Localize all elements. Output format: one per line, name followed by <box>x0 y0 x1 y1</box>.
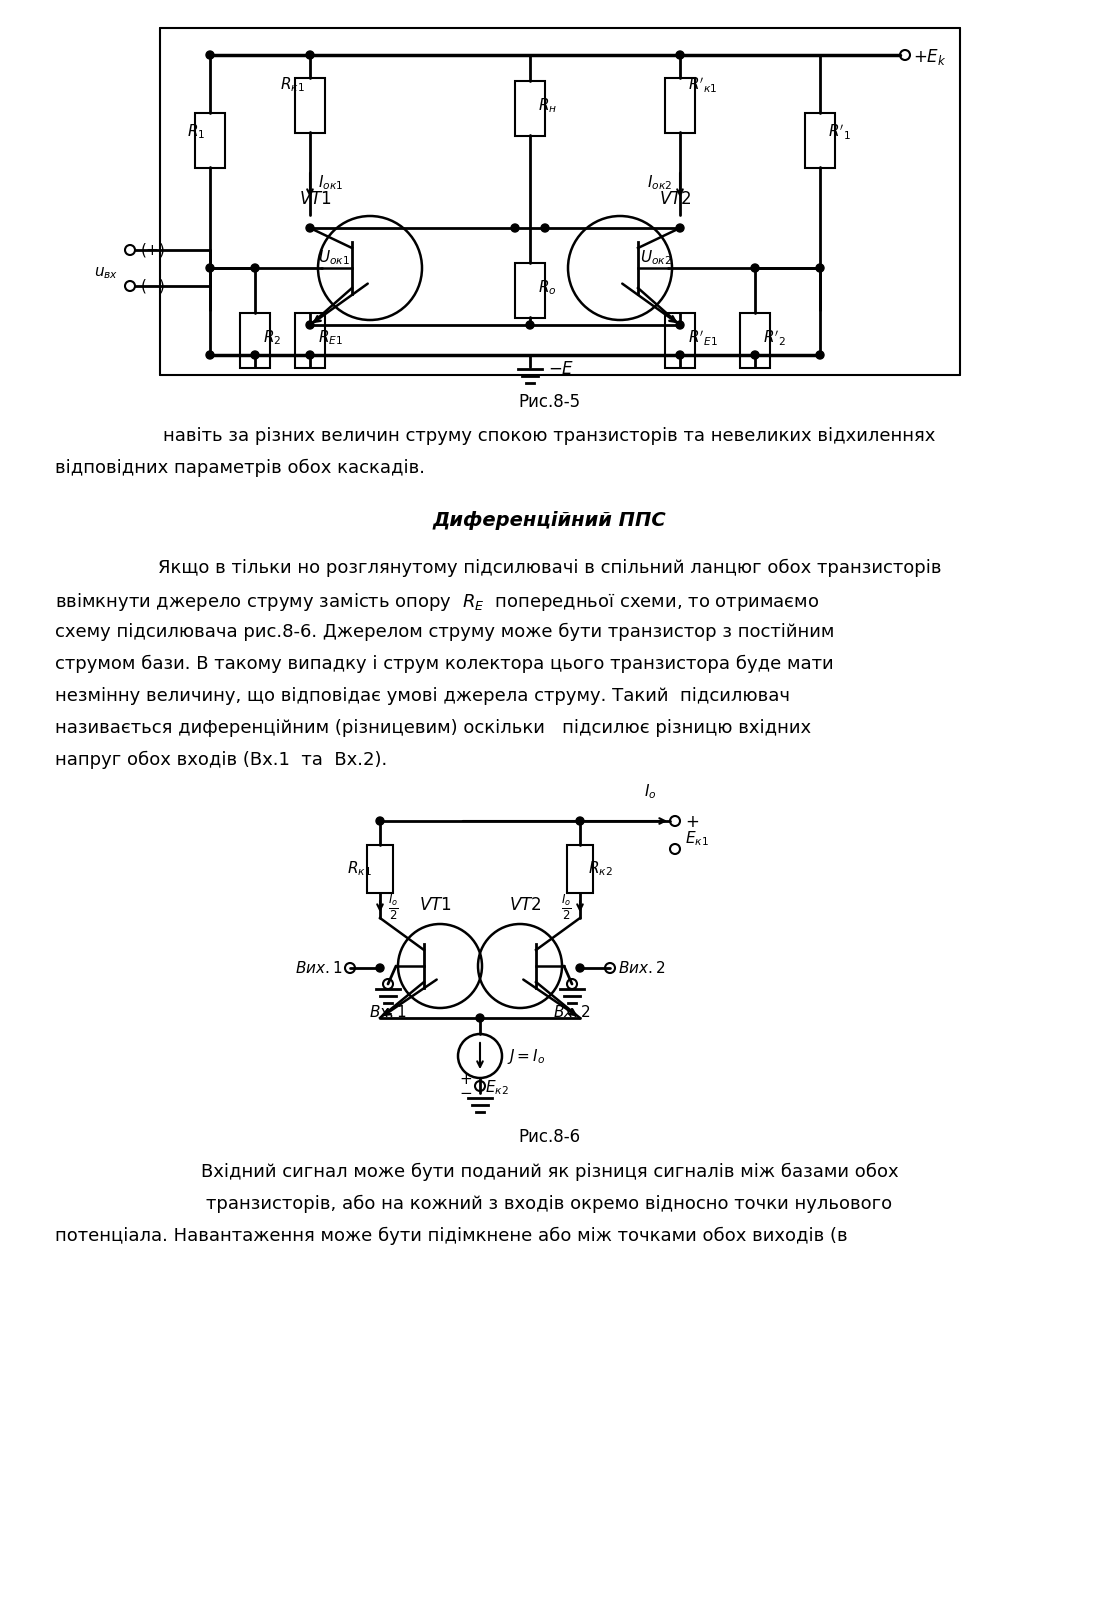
Text: навіть за різних величин струму спокою транзисторів та невеликих відхиленнях: навіть за різних величин струму спокою т… <box>164 426 935 446</box>
Text: $R_o$: $R_o$ <box>539 278 556 297</box>
Text: $-E$: $-E$ <box>548 359 575 378</box>
Circle shape <box>676 351 684 359</box>
Text: Диференційний ППС: Диференційний ППС <box>433 511 666 530</box>
Text: напруг обох входів (Вх.1  та  Вх.2).: напруг обох входів (Вх.1 та Вх.2). <box>55 751 387 770</box>
Circle shape <box>676 321 684 329</box>
Circle shape <box>676 51 684 59</box>
Circle shape <box>206 264 214 271</box>
Bar <box>240 313 270 367</box>
Circle shape <box>751 264 759 271</box>
Circle shape <box>206 351 214 359</box>
Circle shape <box>251 351 259 359</box>
Text: $R'_1$: $R'_1$ <box>828 123 851 142</box>
Text: $+$: $+$ <box>685 813 699 830</box>
Text: $E_{к1}$: $E_{к1}$ <box>685 829 709 848</box>
Circle shape <box>676 224 684 232</box>
Text: $u_{вх}$: $u_{вх}$ <box>93 265 118 281</box>
Text: $R_1$: $R_1$ <box>187 123 206 142</box>
Text: $R'_{E1}$: $R'_{E1}$ <box>688 329 718 348</box>
Text: Рис.8-6: Рис.8-6 <box>519 1127 580 1147</box>
Text: $J = I_o$: $J = I_o$ <box>507 1046 545 1065</box>
Text: відповідних параметрів обох каскадів.: відповідних параметрів обох каскадів. <box>55 458 425 478</box>
Bar <box>567 845 593 893</box>
Bar <box>515 80 545 136</box>
Circle shape <box>476 1014 484 1022</box>
Text: Вхідний сигнал може бути поданий як різниця сигналів між базами обох: Вхідний сигнал може бути поданий як різн… <box>201 1163 898 1182</box>
Bar <box>740 313 770 367</box>
Text: $+E_k$: $+E_k$ <box>913 46 946 67</box>
Text: $\frac{I_o}{2}$: $\frac{I_o}{2}$ <box>388 893 399 921</box>
Text: $R'_2$: $R'_2$ <box>763 329 786 348</box>
Text: $U_{ок1}$: $U_{ок1}$ <box>318 249 349 267</box>
Text: $(+)$: $(+)$ <box>140 241 165 259</box>
Circle shape <box>306 51 314 59</box>
Circle shape <box>376 818 384 826</box>
Circle shape <box>576 818 584 826</box>
Circle shape <box>815 264 824 271</box>
Circle shape <box>376 965 384 973</box>
Circle shape <box>815 351 824 359</box>
Text: потенціала. Навантаження може бути підімкнене або між точками обох виходів (в: потенціала. Навантаження може бути підім… <box>55 1226 847 1246</box>
Bar <box>295 78 325 133</box>
Text: $R_2$: $R_2$ <box>263 329 281 348</box>
Text: незмінну величину, що відповідає умові джерела струму. Такий  підсилювач: незмінну величину, що відповідає умові д… <box>55 687 790 704</box>
Text: $I_{ок1}$: $I_{ок1}$ <box>318 174 343 192</box>
Text: Якщо в тільки но розглянутому підсилювачі в спільний ланцюг обох транзисторів: Якщо в тільки но розглянутому підсилювач… <box>158 559 941 577</box>
Text: $Вих.1$: $Вих.1$ <box>295 960 342 976</box>
Text: $I_o$: $I_o$ <box>644 783 656 802</box>
Text: $Вх.2$: $Вх.2$ <box>553 1005 591 1020</box>
Text: $VT2$: $VT2$ <box>509 896 542 913</box>
Text: $R_{к1}$: $R_{к1}$ <box>280 75 306 94</box>
Text: $VT1$: $VT1$ <box>299 190 331 208</box>
Circle shape <box>526 321 534 329</box>
Text: $I_{ок2}$: $I_{ок2}$ <box>647 174 671 192</box>
Text: $E_{к2}$: $E_{к2}$ <box>485 1078 509 1097</box>
Bar <box>804 112 835 168</box>
Circle shape <box>306 351 314 359</box>
Bar <box>665 78 695 133</box>
Text: $VT2$: $VT2$ <box>658 190 691 208</box>
Bar <box>195 112 225 168</box>
Circle shape <box>206 51 214 59</box>
Text: Рис.8-5: Рис.8-5 <box>519 393 580 410</box>
Text: $R_н$: $R_н$ <box>539 97 557 115</box>
Text: $(-)$: $(-)$ <box>140 276 165 295</box>
Text: $-$: $-$ <box>459 1084 471 1099</box>
Text: $\frac{I_o}{2}$: $\frac{I_o}{2}$ <box>562 893 571 921</box>
Circle shape <box>751 351 759 359</box>
Circle shape <box>306 321 314 329</box>
Text: $R_{к2}$: $R_{к2}$ <box>588 859 613 878</box>
Text: транзисторів, або на кожний з входів окремо відносно точки нульового: транзисторів, або на кожний з входів окр… <box>207 1195 892 1214</box>
Bar <box>665 313 695 367</box>
Text: $Вих.2$: $Вих.2$ <box>618 960 665 976</box>
Bar <box>515 262 545 318</box>
Text: $R'_{к1}$: $R'_{к1}$ <box>688 75 718 94</box>
Text: $R_{к1}$: $R_{к1}$ <box>347 859 371 878</box>
Text: $+$: $+$ <box>459 1073 471 1088</box>
Text: ввімкнути джерело струму замість опору  $R_E$  попередньої схеми, то отримаємо: ввімкнути джерело струму замість опору $… <box>55 591 820 613</box>
Text: $Вх.1$: $Вх.1$ <box>369 1005 407 1020</box>
Text: $R_{E1}$: $R_{E1}$ <box>318 329 343 348</box>
Bar <box>367 845 393 893</box>
Text: струмом бази. В такому випадку і струм колектора цього транзистора буде мати: струмом бази. В такому випадку і струм к… <box>55 655 834 674</box>
Circle shape <box>541 224 550 232</box>
Text: схему підсилювача рис.8-6. Джерелом струму може бути транзистор з постійним: схему підсилювача рис.8-6. Джерелом стру… <box>55 623 834 642</box>
Text: називається диференційним (різницевим) оскільки   підсилює різницю вхідних: називається диференційним (різницевим) о… <box>55 719 811 736</box>
Circle shape <box>511 224 519 232</box>
Circle shape <box>576 965 584 973</box>
Text: $U_{ок2}$: $U_{ок2}$ <box>641 249 671 267</box>
Circle shape <box>306 224 314 232</box>
Text: $VT1$: $VT1$ <box>419 896 452 913</box>
Bar <box>295 313 325 367</box>
Circle shape <box>251 264 259 271</box>
